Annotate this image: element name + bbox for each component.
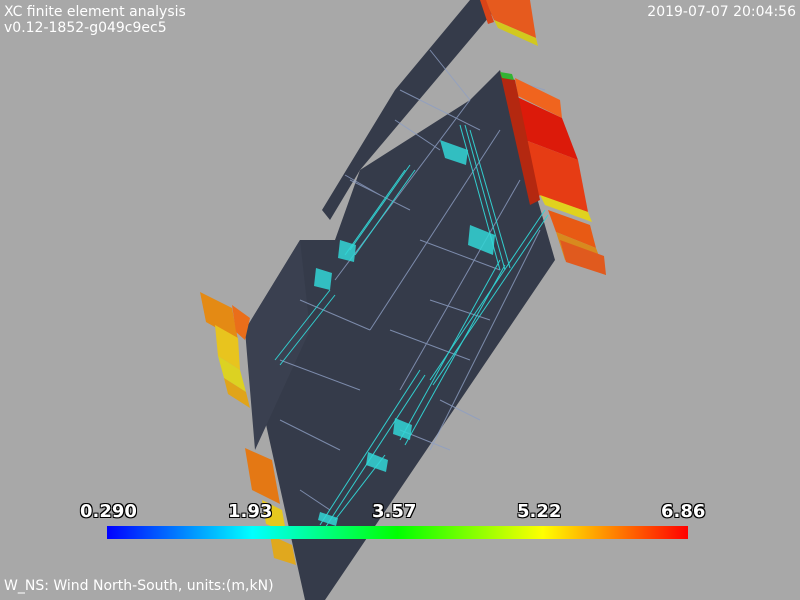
load-arrows <box>274 124 549 529</box>
left-slab-strip <box>245 240 310 450</box>
scalar-bar-tick-max: 6.86 <box>661 501 706 522</box>
app-title: XC finite element analysis <box>4 4 186 20</box>
scalar-bar <box>107 526 688 539</box>
colored-elements-right <box>480 0 606 275</box>
timestamp: 2019-07-07 20:04:56 <box>647 4 796 20</box>
app-version: v0.12-1852-g049c9ec5 <box>4 20 167 36</box>
upper-slab <box>322 0 500 220</box>
colored-elements-left <box>200 292 296 565</box>
load-arrow-clusters <box>314 140 495 526</box>
scalar-bar-tick-min: 0.290 <box>80 501 137 522</box>
model-surfaces <box>245 0 555 600</box>
scalar-bar-tick-2: 1.93 <box>228 501 273 522</box>
scalar-bar-tick-3: 3.57 <box>372 501 417 522</box>
load-case-caption: W_NS: Wind North-South, units:(m,kN) <box>4 578 274 594</box>
main-slab <box>245 70 555 600</box>
scalar-bar-tick-4: 5.22 <box>517 501 562 522</box>
